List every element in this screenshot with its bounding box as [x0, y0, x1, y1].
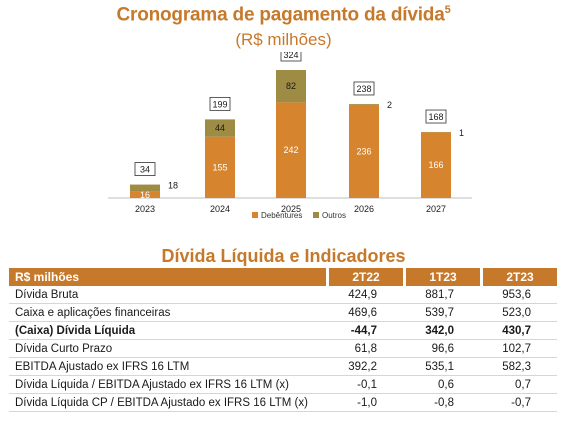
row-value: 102,7 [480, 340, 557, 358]
bar-debentures [421, 132, 451, 198]
row-value: -1,0 [326, 394, 403, 412]
total-box [134, 162, 156, 176]
row-value: 953,6 [480, 286, 557, 304]
row-value: -44,7 [326, 322, 403, 340]
debt-schedule-chart: 16 18 34 2023 155 44 199 2024 242 82 324 2025 236 2 23… [108, 52, 472, 220]
row-value: 881,7 [403, 286, 480, 304]
chart-title-footnote: 5 [444, 4, 451, 16]
table-title: Dívida Líquida e Indicadores [161, 246, 406, 266]
total-label: 324 [283, 52, 298, 60]
row-value: 0,7 [480, 376, 557, 394]
bar-outros [130, 184, 160, 192]
data-label-outros: 82 [286, 81, 296, 91]
x-tick-label: 2023 [135, 204, 155, 214]
indicators-table: R$ milhões 2T22 1T23 2T23 Dívida Bruta 42… [9, 268, 557, 412]
row-value: 582,3 [480, 358, 557, 376]
total-label: 199 [212, 99, 227, 109]
x-tick-label: 2025 [281, 204, 301, 214]
legend-swatch [252, 212, 258, 218]
total-box [425, 109, 447, 124]
table-row: Dívida Líquida CP / EBITDA Ajustado ex I… [9, 394, 557, 412]
data-label-debentures: 236 [356, 146, 371, 156]
header-col-2T23: 2T23 [480, 268, 557, 286]
total-label: 168 [428, 112, 443, 122]
bar-debentures [276, 102, 306, 198]
legend-swatch [313, 212, 319, 218]
table-row: Dívida Líquida / EBITDA Ajustado ex IFRS… [9, 376, 557, 394]
row-value: 424,9 [326, 286, 403, 304]
table-header-row: R$ milhões 2T22 1T23 2T23 [9, 268, 557, 286]
data-label-debentures: 155 [212, 162, 227, 172]
row-label: EBITDA Ajustado ex IFRS 16 LTM [9, 358, 326, 376]
data-label-debentures: 166 [428, 160, 443, 170]
total-label: 238 [356, 84, 371, 94]
row-value: 342,0 [403, 322, 480, 340]
row-value: -0,1 [326, 376, 403, 394]
bar-debentures [130, 191, 160, 198]
data-label-debentures: 242 [283, 145, 298, 155]
row-value: 535,1 [403, 358, 480, 376]
total-box [280, 52, 302, 62]
row-value: -0,8 [403, 394, 480, 412]
data-label-outros: 2 [387, 100, 392, 110]
total-box [353, 81, 375, 96]
row-label: Caixa e aplicações financeiras [9, 304, 326, 322]
row-value: 96,6 [403, 340, 480, 358]
bar-debentures [349, 104, 379, 198]
legend-label: Debêntures [261, 211, 302, 220]
header-col-2T22: 2T22 [326, 268, 403, 286]
row-label: Dívida Bruta [9, 286, 326, 304]
data-label-outros: 18 [168, 181, 178, 191]
header-label: R$ milhões [9, 268, 326, 286]
total-box [209, 96, 231, 111]
row-value: 523,0 [480, 304, 557, 322]
x-tick-label: 2026 [354, 204, 374, 214]
chart-subtitle: (R$ milhões) [235, 30, 332, 49]
row-value: 392,2 [326, 358, 403, 376]
row-value: 469,6 [326, 304, 403, 322]
row-value: 430,7 [480, 322, 557, 340]
legend-label: Outros [322, 211, 346, 220]
bar-outros [276, 70, 306, 103]
table-row: EBITDA Ajustado ex IFRS 16 LTM 392,2 535,1… [9, 358, 557, 376]
row-value: 61,8 [326, 340, 403, 358]
data-label-debentures: 16 [140, 190, 150, 200]
header-col-1T23: 1T23 [403, 268, 480, 286]
bar-outros [205, 119, 235, 137]
table-row: Caixa e aplicações financeiras 469,6 539,7… [9, 304, 557, 322]
data-label-outros: 1 [459, 128, 464, 138]
bar-debentures [205, 136, 235, 198]
row-label: Dívida Curto Prazo [9, 340, 326, 358]
table-row: Dívida Curto Prazo 61,8 96,6 102,7 [9, 340, 557, 358]
table-row: Dívida Bruta 424,9 881,7 953,6 [9, 286, 557, 304]
total-label: 34 [140, 165, 150, 175]
row-label: Dívida Líquida / EBITDA Ajustado ex IFRS… [9, 376, 326, 394]
x-tick-label: 2027 [426, 204, 446, 214]
table-row: (Caixa) Dívida Líquida -44,7 342,0 430,7 [9, 322, 557, 340]
row-value: 539,7 [403, 304, 480, 322]
row-label: Dívida Líquida CP / EBITDA Ajustado ex I… [9, 394, 326, 412]
row-value: 0,6 [403, 376, 480, 394]
row-value: -0,7 [480, 394, 557, 412]
data-label-outros: 44 [215, 123, 225, 133]
chart-title: Cronograma de pagamento da dívida5 [116, 4, 451, 26]
row-label: (Caixa) Dívida Líquida [9, 322, 326, 340]
bar-outros [349, 103, 379, 105]
x-tick-label: 2024 [210, 204, 230, 214]
